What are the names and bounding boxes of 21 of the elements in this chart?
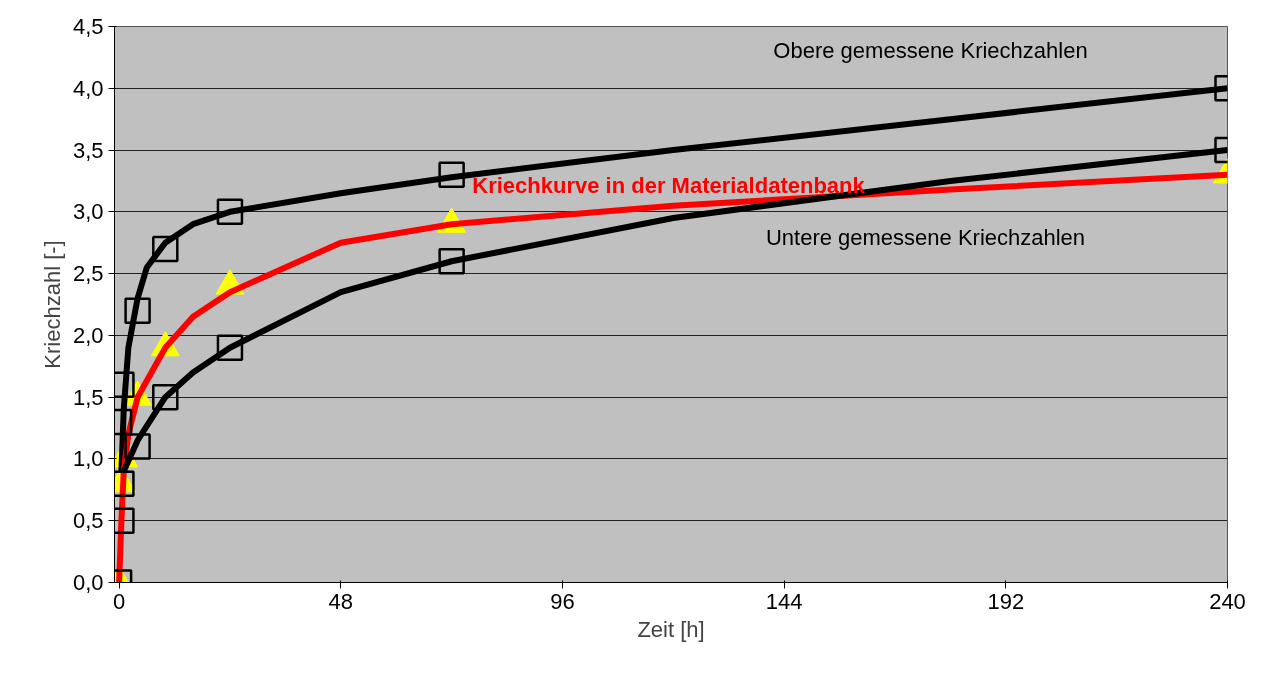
y-tick-label: 0,5 <box>72 508 104 534</box>
annotation: Untere gemessene Kriechzahlen <box>765 225 1086 250</box>
y-tick-label: 2,0 <box>72 322 104 348</box>
y-tick-label: 2,5 <box>72 261 104 287</box>
x-tick-label: 192 <box>987 588 1025 614</box>
x-tick-label: 240 <box>1209 588 1246 614</box>
y-tick-label: 1,5 <box>72 384 104 410</box>
x-tick-label: 48 <box>328 588 354 614</box>
annotation: Obere gemessene Kriechzahlen <box>773 38 1088 63</box>
y-tick-label: 0,0 <box>72 570 104 595</box>
x-tick-label: 96 <box>550 588 575 614</box>
y-tick-label: 4,5 <box>72 14 104 39</box>
y-tick-label: 3,0 <box>72 199 104 225</box>
x-tick-label: 0 <box>113 588 126 614</box>
x-axis-title: Zeit [h] <box>637 616 705 642</box>
x-tick-label: 144 <box>765 588 803 614</box>
y-axis-title: Kriechzahl [-] <box>39 240 65 369</box>
y-tick-label: 3,5 <box>72 137 104 163</box>
annotation: Kriechkurve in der Materialdatenbank <box>472 173 866 198</box>
y-tick-label: 4,0 <box>72 75 104 101</box>
y-tick-label: 1,0 <box>72 446 104 472</box>
